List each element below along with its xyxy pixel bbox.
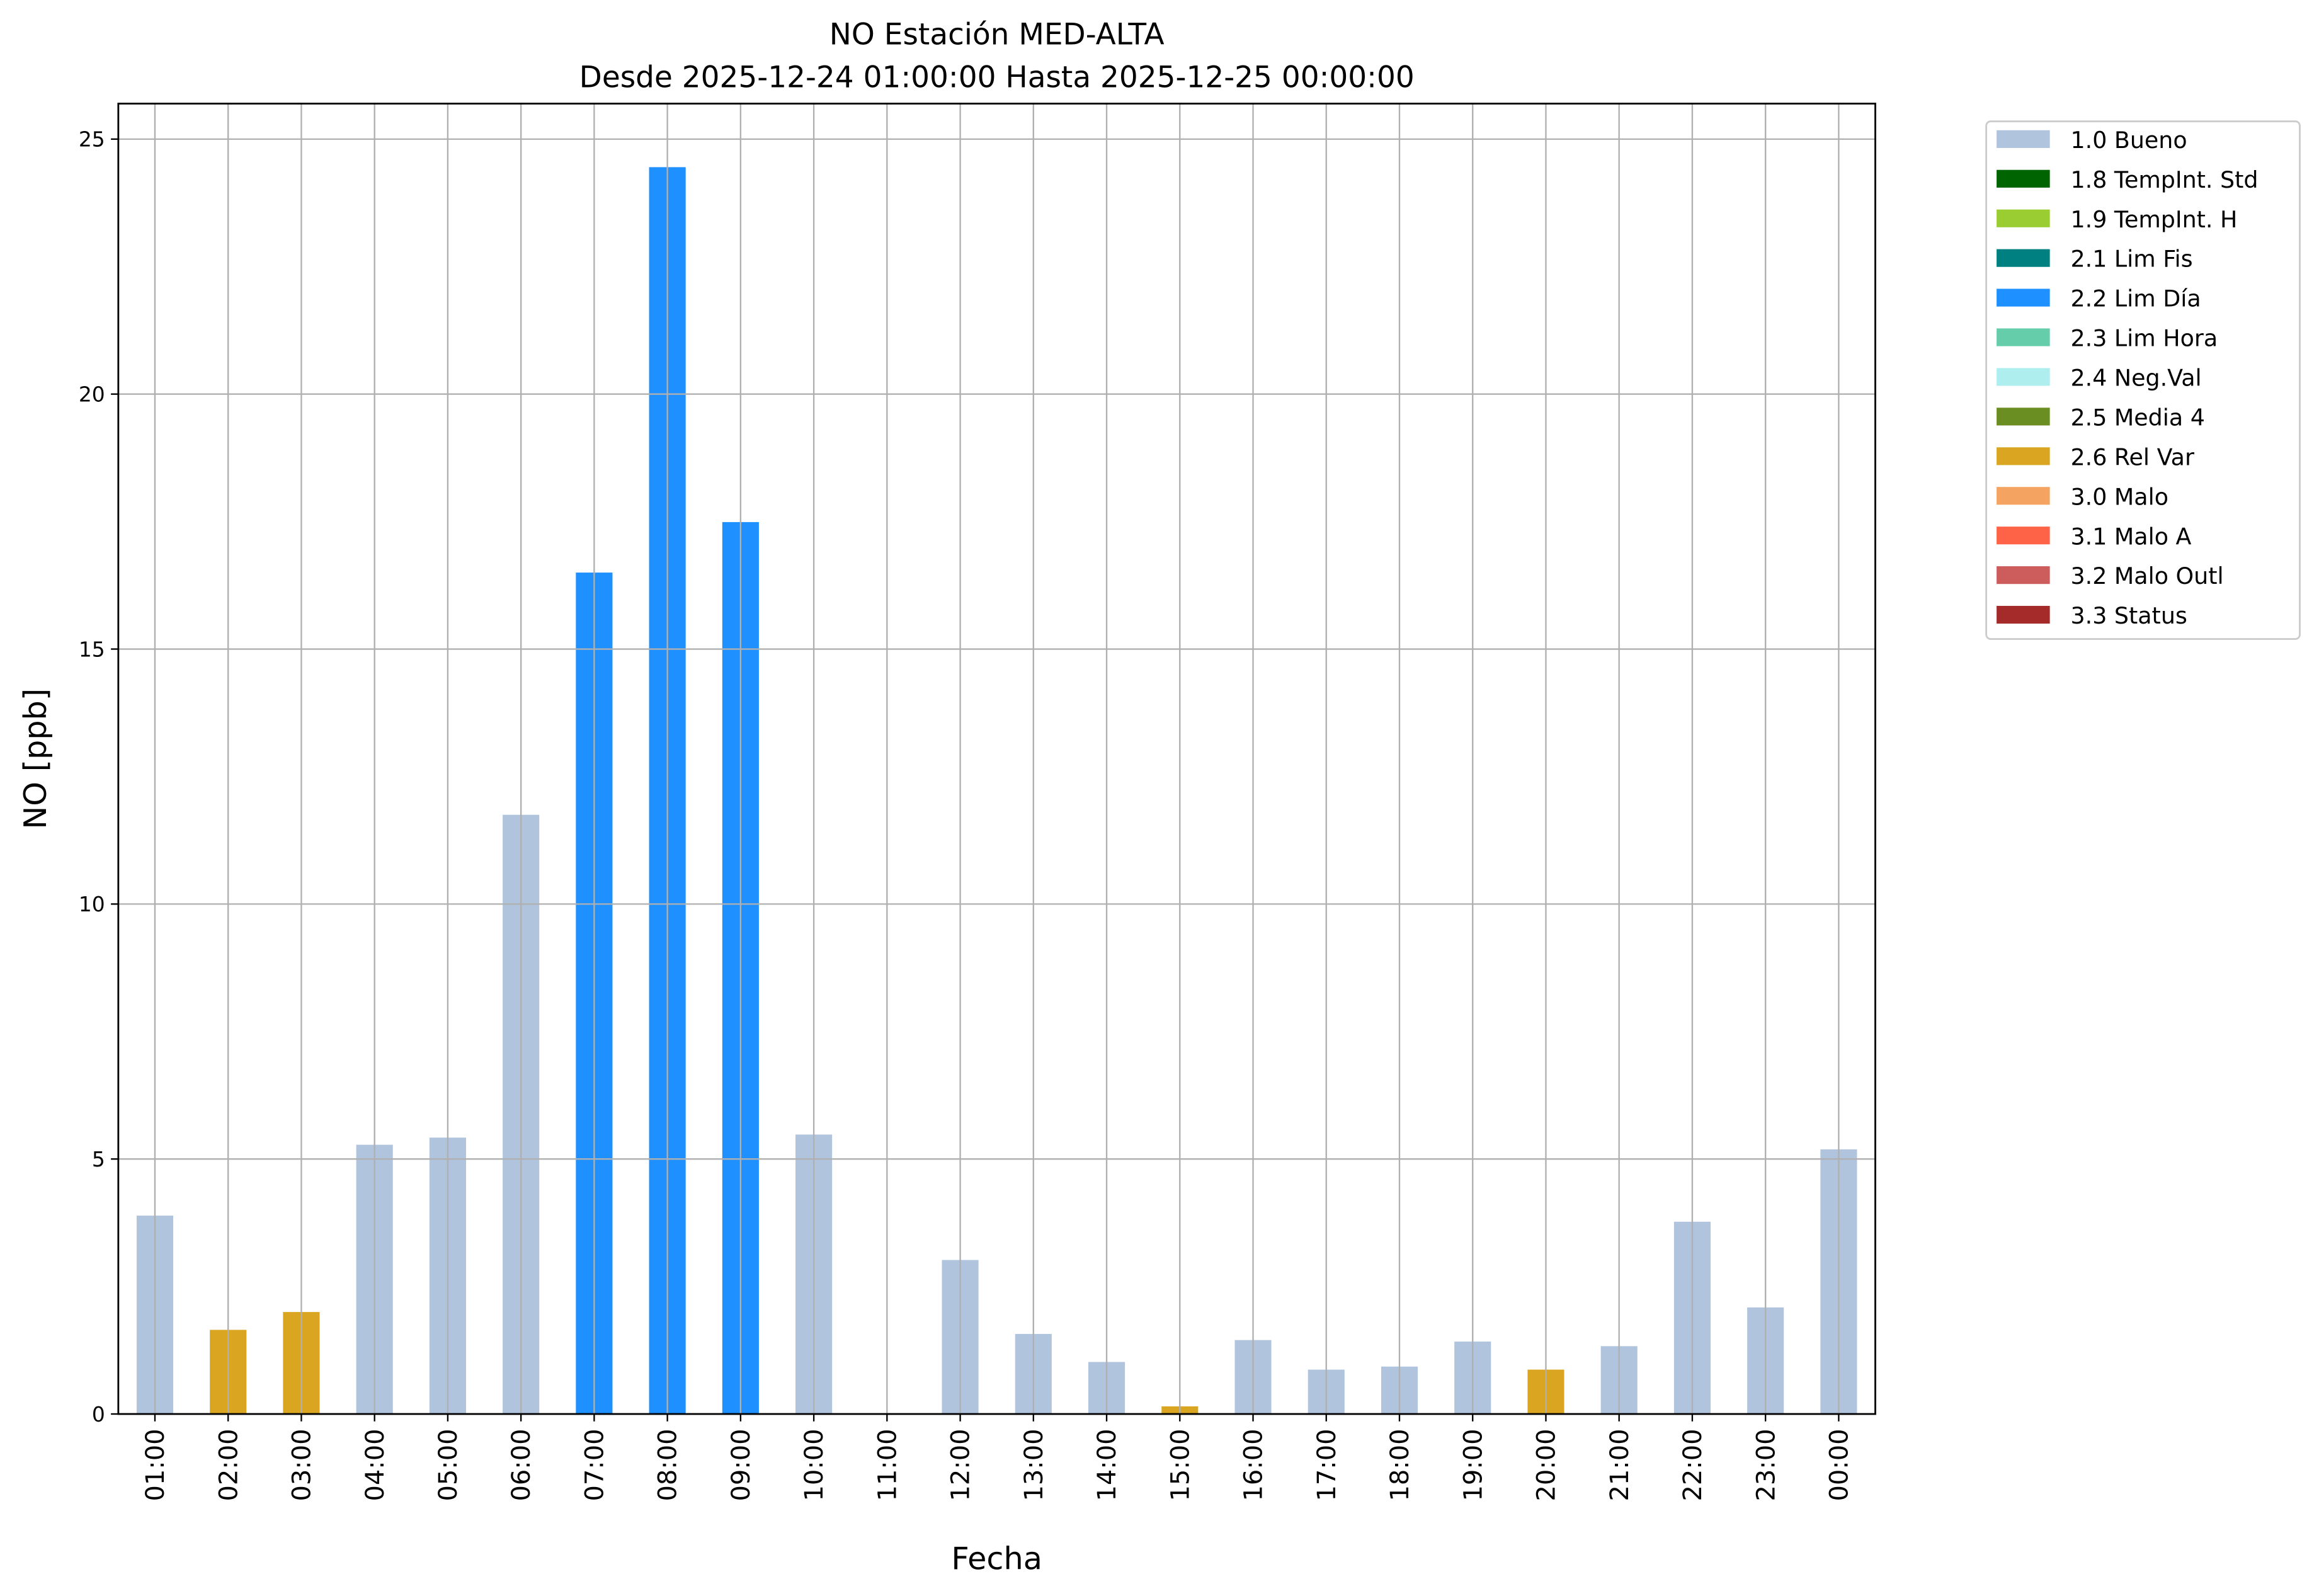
legend-swatch <box>1997 209 2050 227</box>
legend-frame <box>1985 120 2301 640</box>
legend-label: 2.2 Lim Día <box>2071 285 2201 312</box>
legend-label: 3.3 Status <box>2071 602 2187 629</box>
chart-subtitle: Desde 2025-12-24 01:00:00 Hasta 2025-12-… <box>579 60 1415 95</box>
legend-swatch <box>1997 487 2050 505</box>
x-tick-label: 22:00 <box>1678 1429 1707 1502</box>
legend-swatch <box>1997 249 2050 267</box>
legend-label: 3.2 Malo Outl <box>2071 562 2224 590</box>
legend-swatch <box>1997 169 2050 188</box>
legend-swatch <box>1997 288 2050 307</box>
legend-label: 3.0 Malo <box>2071 483 2168 510</box>
x-tick-label: 04:00 <box>361 1429 390 1502</box>
x-tick-label: 21:00 <box>1605 1429 1634 1502</box>
x-tick-label: 08:00 <box>654 1429 683 1502</box>
legend: 1.0 Bueno 1.8 TempInt. Std 1.9 TempInt. H 2… <box>1985 120 2301 640</box>
legend-label: 2.6 Rel Var <box>2071 443 2194 470</box>
y-tick-label: 20 <box>79 382 105 406</box>
x-tick-label: 01:00 <box>141 1429 170 1502</box>
x-tick-label: 18:00 <box>1386 1429 1415 1502</box>
x-tick-label: 11:00 <box>873 1429 902 1502</box>
x-tick-label: 02:00 <box>214 1429 243 1502</box>
legend-swatch <box>1997 130 2050 148</box>
legend-swatch <box>1997 408 2050 426</box>
y-tick-label: 0 <box>92 1402 105 1427</box>
legend-swatch <box>1997 527 2050 545</box>
x-tick-label: 17:00 <box>1313 1429 1342 1502</box>
x-tick-label: 00:00 <box>1825 1429 1854 1502</box>
x-tick-label: 19:00 <box>1459 1429 1488 1502</box>
legend-swatch <box>1997 566 2050 584</box>
x-tick-label: 09:00 <box>727 1429 756 1502</box>
y-axis-label: NO [ppb] <box>17 688 54 829</box>
x-tick-label: 13:00 <box>1020 1429 1049 1502</box>
legend-label: 1.9 TempInt. H <box>2071 206 2238 233</box>
x-axis-label: Fecha <box>951 1541 1042 1577</box>
x-tick-label: 20:00 <box>1532 1429 1561 1502</box>
y-tick-label: 25 <box>79 127 105 152</box>
x-tick-label: 03:00 <box>288 1429 317 1502</box>
legend-label: 2.3 Lim Hora <box>2071 325 2218 352</box>
x-tick-label: 07:00 <box>580 1429 609 1502</box>
legend-swatch <box>1997 605 2050 624</box>
x-axis: 01:00 02:00 03:00 04:00 05:00 06:00 07:00 08:00… <box>141 1414 1854 1502</box>
y-tick-label: 10 <box>79 892 105 916</box>
x-tick-label: 14:00 <box>1093 1429 1122 1502</box>
legend-label: 3.1 Malo A <box>2071 523 2192 550</box>
legend-swatch <box>1997 328 2050 346</box>
x-tick-label: 10:00 <box>800 1429 829 1502</box>
legend-label: 2.4 Neg.Val <box>2071 365 2202 392</box>
x-tick-label: 16:00 <box>1239 1429 1268 1502</box>
y-tick-label: 15 <box>79 637 105 661</box>
plot-frame <box>117 103 1876 1415</box>
x-tick-label: 06:00 <box>507 1429 536 1502</box>
legend-label: 2.1 Lim Fis <box>2071 246 2193 273</box>
legend-label: 1.0 Bueno <box>2071 127 2187 154</box>
chart-title: NO Estación MED-ALTA <box>829 18 1165 52</box>
legend-swatch <box>1997 368 2050 386</box>
legend-label: 2.5 Media 4 <box>2071 404 2205 431</box>
legend-swatch <box>1997 447 2050 465</box>
x-tick-label: 23:00 <box>1752 1429 1781 1502</box>
x-tick-label: 15:00 <box>1166 1429 1195 1502</box>
legend-label: 1.8 TempInt. Std <box>2071 166 2259 193</box>
x-tick-label: 12:00 <box>947 1429 976 1502</box>
y-tick-label: 5 <box>92 1147 105 1171</box>
x-tick-label: 05:00 <box>434 1429 463 1502</box>
y-axis: 0 5 10 15 20 25 <box>79 127 118 1427</box>
